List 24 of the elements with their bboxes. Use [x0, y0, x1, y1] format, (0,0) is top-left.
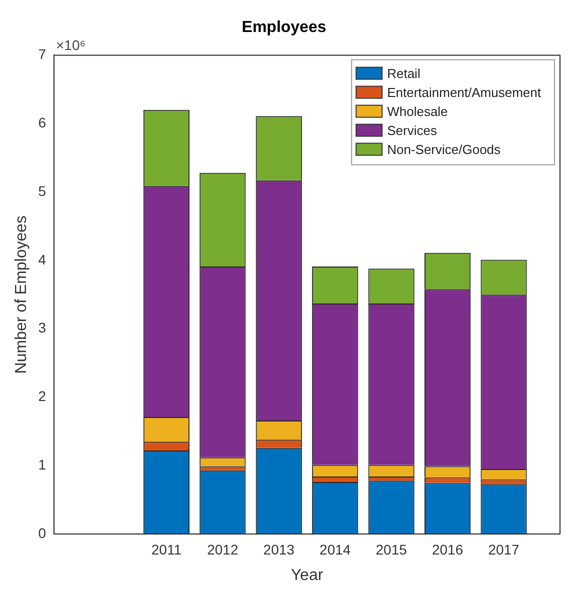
- y-tick-label: 6: [38, 114, 46, 130]
- x-tick-label: 2014: [320, 541, 351, 558]
- x-tick-label: 2016: [432, 541, 464, 558]
- x-axis-title: Year: [290, 566, 324, 584]
- y-tick-label: 0: [38, 524, 46, 541]
- y-tick-label: 3: [38, 320, 46, 336]
- legend-label: Retail: [387, 66, 420, 81]
- y-tick-label: 7: [38, 46, 46, 62]
- legend-label: Wholesale: [387, 104, 448, 119]
- text: ×10⁶: [56, 37, 86, 54]
- y-tick-label: 1: [38, 456, 46, 472]
- legend-label: Entertainment/Amusement: [387, 84, 542, 100]
- legend-label: Non-Service/Goods: [387, 142, 502, 157]
- y-axis-title: Number of Employees: [13, 215, 30, 374]
- chart-title: Employees: [242, 19, 326, 36]
- x-tick-label: 2017: [488, 541, 520, 558]
- y-tick-label: 2: [38, 388, 46, 404]
- legend-label: Services: [387, 122, 438, 138]
- x-tick-label: 2015: [376, 541, 408, 558]
- x-tick-label: 2013: [263, 541, 295, 558]
- y-tick-label: 4: [38, 251, 46, 268]
- y-tick-label: 5: [38, 182, 46, 199]
- x-tick-label: 2011: [151, 541, 182, 558]
- x-tick-label: 2012: [207, 541, 238, 558]
